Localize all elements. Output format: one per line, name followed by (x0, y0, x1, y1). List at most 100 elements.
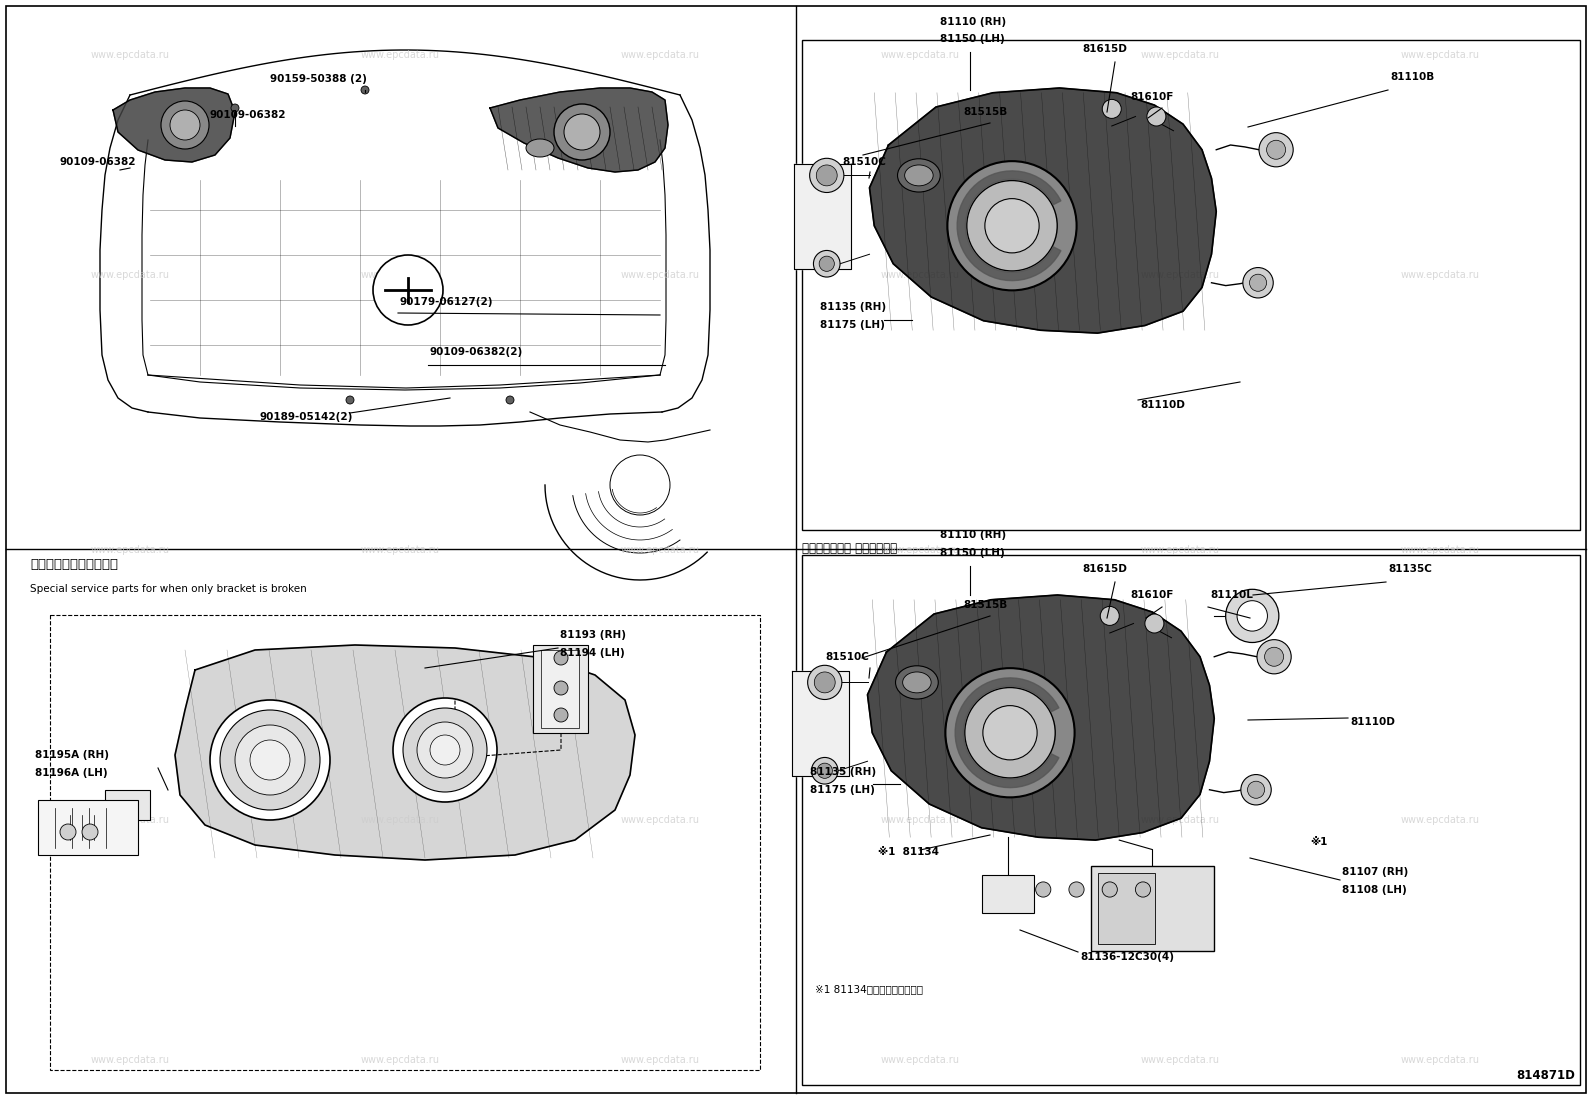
Text: www.epcdata.ru: www.epcdata.ru (91, 49, 169, 60)
Text: 90109-06382: 90109-06382 (210, 110, 287, 120)
Polygon shape (490, 88, 669, 173)
Circle shape (1267, 141, 1286, 159)
Circle shape (236, 725, 306, 795)
Circle shape (417, 722, 473, 778)
Circle shape (1250, 274, 1267, 291)
Circle shape (966, 180, 1057, 271)
Circle shape (1036, 881, 1051, 897)
Text: 81196A (LH): 81196A (LH) (35, 768, 108, 778)
Text: 81610F: 81610F (1130, 590, 1173, 600)
Text: www.epcdata.ru: www.epcdata.ru (360, 49, 439, 60)
Ellipse shape (525, 138, 554, 157)
Polygon shape (957, 170, 1060, 280)
Text: 81107 (RH): 81107 (RH) (1342, 867, 1409, 877)
Circle shape (1100, 607, 1119, 625)
Text: www.epcdata.ru: www.epcdata.ru (360, 815, 439, 825)
Circle shape (554, 104, 610, 160)
Text: 90179-06127(2): 90179-06127(2) (400, 297, 494, 307)
Circle shape (373, 255, 443, 325)
Circle shape (814, 251, 841, 277)
Bar (49, 615, 759, 1070)
Circle shape (1068, 881, 1084, 897)
Text: www.epcdata.ru: www.epcdata.ru (1401, 1055, 1479, 1065)
Polygon shape (955, 678, 1059, 788)
Text: 81110D: 81110D (1350, 717, 1395, 728)
Circle shape (807, 665, 842, 699)
Circle shape (170, 110, 201, 140)
Polygon shape (791, 671, 849, 776)
Text: 81150 (LH): 81150 (LH) (939, 548, 1005, 558)
Circle shape (814, 671, 836, 692)
Circle shape (982, 706, 1036, 759)
Text: www.epcdata.ru: www.epcdata.ru (91, 270, 169, 280)
Circle shape (1102, 99, 1121, 119)
Text: www.epcdata.ru: www.epcdata.ru (1140, 270, 1219, 280)
Text: www.epcdata.ru: www.epcdata.ru (880, 49, 960, 60)
Circle shape (554, 651, 568, 665)
Circle shape (812, 757, 837, 784)
Text: www.epcdata.ru: www.epcdata.ru (360, 1055, 439, 1065)
Text: www.epcdata.ru: www.epcdata.ru (880, 815, 960, 825)
Text: 81110L: 81110L (1210, 590, 1253, 600)
Circle shape (1240, 775, 1272, 804)
Text: www.epcdata.ru: www.epcdata.ru (621, 49, 699, 60)
Text: www.epcdata.ru: www.epcdata.ru (1140, 545, 1219, 555)
Text: www.epcdata.ru: www.epcdata.ru (1140, 49, 1219, 60)
Circle shape (1135, 881, 1151, 897)
Text: 81150 (LH): 81150 (LH) (939, 34, 1005, 44)
Circle shape (1145, 614, 1164, 633)
Circle shape (554, 708, 568, 722)
Circle shape (161, 101, 209, 149)
Text: www.epcdata.ru: www.epcdata.ru (1140, 815, 1219, 825)
Text: 90159-50388 (2): 90159-50388 (2) (271, 74, 366, 84)
Text: 81108 (LH): 81108 (LH) (1342, 885, 1407, 895)
Text: ※1 81134が構成に含まれます: ※1 81134が構成に含まれます (815, 984, 923, 993)
Text: 81110 (RH): 81110 (RH) (939, 530, 1006, 540)
Text: www.epcdata.ru: www.epcdata.ru (621, 815, 699, 825)
Text: www.epcdata.ru: www.epcdata.ru (1401, 270, 1479, 280)
Ellipse shape (896, 666, 938, 699)
Text: www.epcdata.ru: www.epcdata.ru (880, 270, 960, 280)
Bar (802, 40, 1579, 530)
Circle shape (1258, 640, 1291, 674)
Bar (802, 555, 1579, 1085)
Text: 81515B: 81515B (963, 600, 1008, 610)
Text: www.epcdata.ru: www.epcdata.ru (621, 270, 699, 280)
Text: www.epcdata.ru: www.epcdata.ru (1401, 815, 1479, 825)
Circle shape (60, 824, 76, 840)
Circle shape (361, 86, 369, 95)
Circle shape (1248, 781, 1264, 798)
Text: www.epcdata.ru: www.epcdata.ru (360, 270, 439, 280)
Polygon shape (113, 88, 236, 162)
Circle shape (345, 396, 353, 404)
Bar (60, 810, 110, 845)
Circle shape (1237, 601, 1267, 631)
Text: ディスチャージ ヘッドランプ: ディスチャージ ヘッドランプ (802, 542, 898, 555)
Text: 81195A (RH): 81195A (RH) (35, 750, 108, 761)
Text: 81136-12C30(4): 81136-12C30(4) (1079, 952, 1173, 962)
Bar (533, 645, 587, 733)
Text: 81615D: 81615D (1083, 44, 1127, 54)
Ellipse shape (904, 165, 933, 186)
Circle shape (564, 114, 600, 149)
Ellipse shape (898, 158, 941, 192)
Text: 81510C: 81510C (825, 652, 869, 662)
Text: www.epcdata.ru: www.epcdata.ru (91, 815, 169, 825)
Circle shape (83, 824, 99, 840)
Circle shape (210, 700, 330, 820)
Text: 90189-05142(2): 90189-05142(2) (259, 412, 353, 422)
Text: 81610F: 81610F (1130, 92, 1173, 102)
Circle shape (1259, 133, 1293, 167)
Text: 81175 (LH): 81175 (LH) (810, 785, 876, 795)
Text: 81194 (LH): 81194 (LH) (560, 648, 624, 658)
Circle shape (1226, 589, 1278, 643)
Text: ※1  81134: ※1 81134 (879, 847, 939, 857)
Text: www.epcdata.ru: www.epcdata.ru (621, 545, 699, 555)
Text: 81110B: 81110B (1390, 73, 1434, 82)
Circle shape (393, 698, 497, 802)
Polygon shape (869, 88, 1216, 333)
Text: 81110 (RH): 81110 (RH) (939, 16, 1006, 27)
Bar (38, 800, 139, 855)
Text: www.epcdata.ru: www.epcdata.ru (1401, 49, 1479, 60)
Circle shape (231, 104, 239, 112)
